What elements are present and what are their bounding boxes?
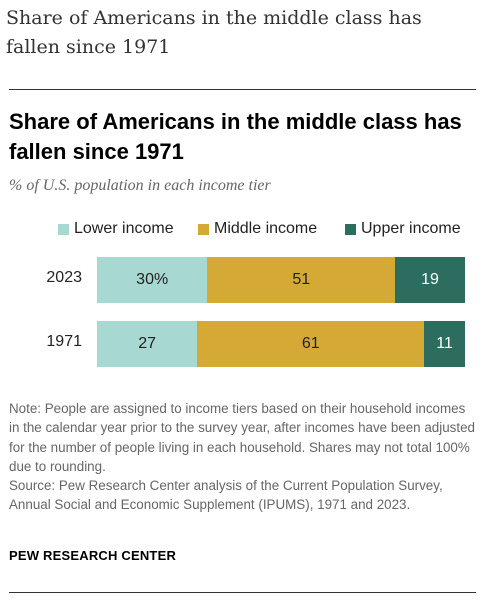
chart-subtitle: % of U.S. population in each income tier bbox=[9, 177, 271, 194]
bar-segment-middle-income-2023: 51 bbox=[207, 257, 396, 303]
legend-swatch-upper-income bbox=[345, 223, 356, 235]
chart-legend: Lower income Middle income Upper income bbox=[0, 218, 485, 240]
data-label-upper-income-1971: 11 bbox=[436, 335, 453, 352]
legend-swatch-lower-income bbox=[58, 223, 69, 235]
data-label-middle-income-1971: 61 bbox=[301, 335, 320, 352]
note-text: Note: People are assigned to income tier… bbox=[9, 401, 475, 474]
bar-segment-upper-income-1971: 11 bbox=[424, 321, 465, 367]
legend-item-upper-income: Upper income bbox=[345, 218, 461, 240]
data-label-upper-income-2023: 19 bbox=[421, 271, 439, 288]
bar-segment-lower-income-1971: 27 bbox=[97, 321, 198, 367]
data-label-lower-income-1971: 27 bbox=[138, 335, 157, 352]
source-text: Source: Pew Research Center analysis of … bbox=[9, 478, 443, 513]
legend-item-middle-income: Middle income bbox=[198, 218, 317, 240]
bar-segment-lower-income-2023: 30% bbox=[97, 257, 208, 303]
bar-segment-upper-income-2023: 19 bbox=[395, 257, 465, 303]
row-label-1971: 1971 bbox=[46, 333, 82, 350]
chart-title: Share of Americans in the middle class h… bbox=[9, 109, 462, 164]
legend-swatch-middle-income bbox=[198, 223, 209, 235]
bottom-divider bbox=[9, 592, 476, 593]
data-label-lower-income-2023: 30% bbox=[136, 271, 169, 288]
row-label-2023: 2023 bbox=[46, 269, 82, 286]
chart-note: Note: People are assigned to income tier… bbox=[9, 399, 477, 515]
pew-brand: PEW RESEARCH CENTER bbox=[9, 548, 177, 563]
legend-label-lower-income: Lower income bbox=[74, 220, 174, 237]
data-label-middle-income-2023: 51 bbox=[292, 271, 311, 288]
legend-item-lower-income: Lower income bbox=[58, 218, 174, 240]
legend-label-upper-income: Upper income bbox=[361, 220, 461, 237]
top-divider bbox=[9, 89, 476, 90]
bar-2023: 30% 51 19 bbox=[97, 257, 465, 303]
bar-segment-middle-income-1971: 61 bbox=[197, 321, 425, 367]
bar-1971: 27 61 11 bbox=[97, 321, 465, 367]
page-headline: Share of Americans in the middle class h… bbox=[6, 7, 422, 58]
legend-label-middle-income: Middle income bbox=[214, 220, 318, 237]
